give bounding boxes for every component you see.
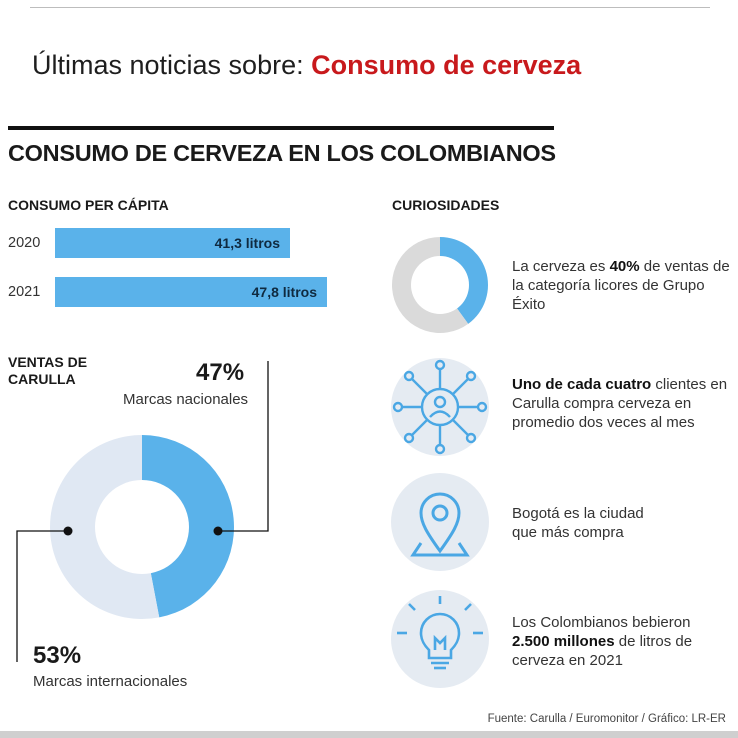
title-rule (8, 126, 554, 130)
location-pin-icon (410, 492, 470, 557)
per-capita-bar (55, 228, 290, 258)
pct-nacionales: 47% (196, 359, 245, 386)
label-nacionales: Marcas nacionales (123, 391, 249, 408)
bar-value-label: 41,3 litros (214, 235, 280, 251)
pct-internacionales: 53% (33, 642, 82, 669)
leader-dot-internacionales (63, 526, 73, 536)
donut-hole (95, 480, 189, 574)
curiosity-text-1: La cerveza es 40% de ventas de la catego… (512, 258, 730, 313)
leader-line-nacionales (218, 361, 269, 532)
per-capita-heading: CONSUMO PER CÁPITA (8, 197, 169, 213)
lightbulb-icon-bg (391, 590, 489, 688)
carulla-donut-chart (16, 361, 269, 662)
bar-value-label: 47,8 litros (251, 284, 317, 300)
headline-topic[interactable]: Consumo de cerveza (311, 50, 582, 80)
news-headline[interactable]: Últimas noticias sobre: Consumo de cerve… (32, 50, 581, 81)
carulla-heading: VENTAS DE CARULLA (8, 354, 88, 387)
leader-line-internacionales (16, 530, 68, 662)
leader-dot-nacionales (213, 526, 223, 536)
network-user-icon (392, 359, 488, 455)
mini-donut-hole (411, 256, 469, 314)
bottom-bar (0, 731, 738, 738)
label-internacionales: Marcas internacionales (33, 673, 188, 690)
curiosity-text-3: Bogotá es la ciudad que más compra (512, 505, 644, 541)
donut-40-icon (392, 237, 488, 333)
infographic-title: CONSUMO DE CERVEZA EN LOS COLOMBIANOS (8, 140, 556, 166)
year-label: 2020 (8, 235, 41, 251)
source-credit: Fuente: Carulla / Euromonitor / Gráfico:… (487, 713, 726, 725)
curiosity-text-2: Uno de cada cuatro clientes en Carulla c… (512, 376, 728, 431)
headline-prefix: Últimas noticias sobre: (32, 50, 312, 80)
lightbulb-icon (397, 596, 483, 670)
year-label: 2021 (8, 284, 41, 300)
per-capita-bar (55, 277, 327, 307)
top-divider (30, 7, 710, 8)
curiosidades-heading: CURIOSIDADES (392, 197, 500, 213)
curiosity-text-4: Los Colombianos bebieron 2.500 millones … (512, 614, 693, 669)
